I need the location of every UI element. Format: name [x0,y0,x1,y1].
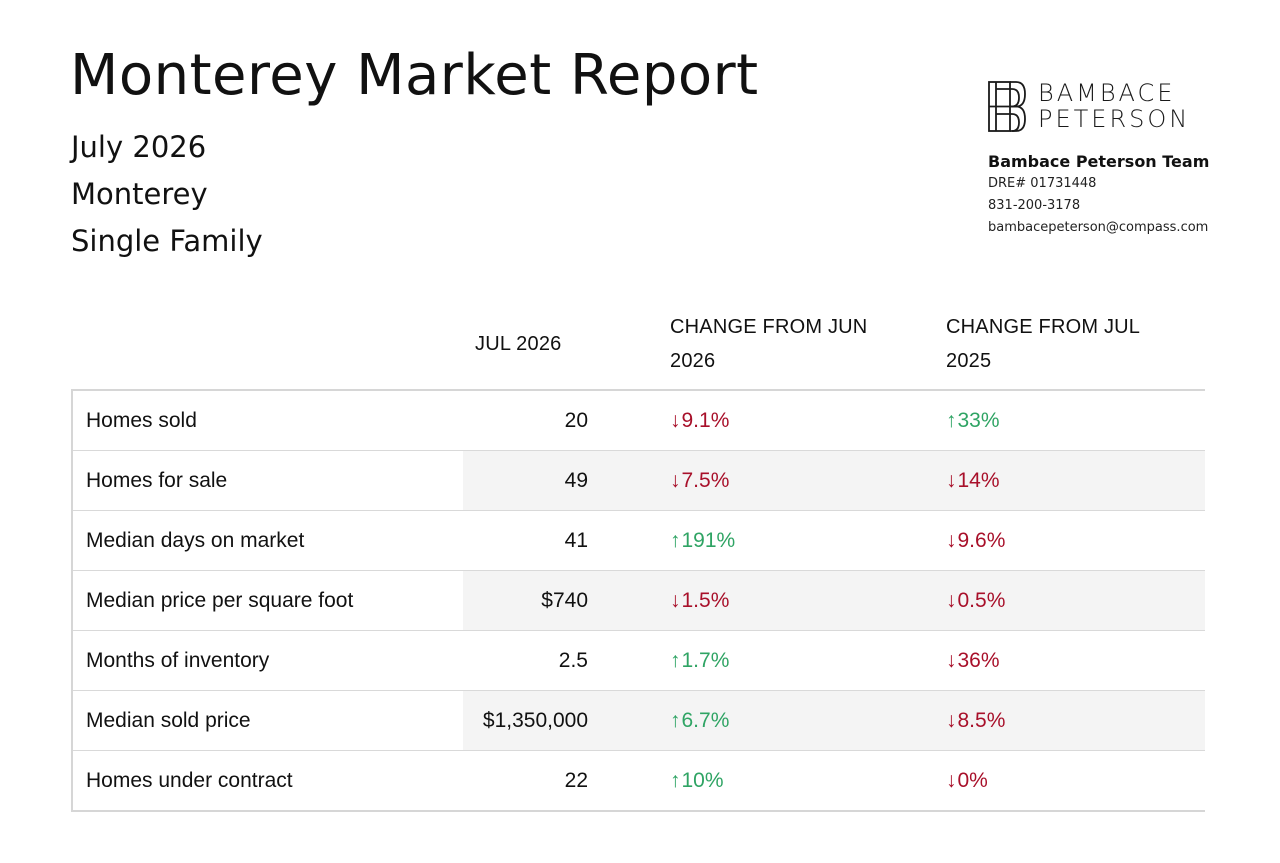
change-from-previous-year: ↓0% [946,751,988,810]
logo-wordmark-line2: PETERSON [1038,105,1191,133]
header-current-month: JUL 2026 [475,333,562,355]
table-row: Median sold price $1,350,000 ↑6.7% ↓8.5% [73,691,1205,751]
metric-value: 49 [564,469,588,492]
table-row: Homes sold 20 ↓9.1% ↑33% [73,391,1205,451]
metric-label: Homes under contract [86,769,293,792]
change-from-previous-month: ↑1.7% [670,631,729,690]
change-percent: 36% [957,649,1000,672]
arrow-down-icon: ↓ [946,649,957,672]
change-percent: 33% [957,409,1000,432]
logo-wordmark-line1: BAMBACE [1038,79,1176,107]
change-from-previous-year: ↓14% [946,451,1000,510]
arrow-down-icon: ↓ [946,709,957,732]
metric-value: $740 [541,589,588,612]
change-from-previous-year: ↓9.6% [946,511,1005,570]
report-month: July 2026 [71,130,207,164]
logo-mark-icon [988,80,1026,132]
change-percent: 7.5% [681,469,730,492]
metric-label: Homes for sale [86,469,228,492]
change-from-previous-month: ↓7.5% [670,451,729,510]
table-row: Homes under contract 22 ↑10% ↓0% [73,751,1205,810]
phone-number: 831-200-3178 [988,198,1081,213]
team-name: Bambace Peterson Team [988,152,1210,171]
dre-number: DRE# 01731448 [988,176,1097,191]
header-change-year: CHANGE FROM JUL 2025 [946,316,1140,372]
metric-label: Median days on market [86,529,305,552]
table-body: Homes sold 20 ↓9.1% ↑33% Homes for sale 49 ↓7.… [71,391,1205,812]
change-percent: 14% [957,469,1000,492]
metric-value: $1,350,000 [482,709,588,732]
table-row: Homes for sale 49 ↓7.5% ↓14% [73,451,1205,511]
change-percent: 0% [957,769,988,792]
change-from-previous-month: ↓9.1% [670,391,729,450]
table-row: Months of inventory 2.5 ↑1.7% ↓36% [73,631,1205,691]
metric-label: Median price per square foot [86,589,354,612]
brand-block: BAMBACE PETERSON Bambace Peterson Team D… [988,80,1268,239]
change-from-previous-year: ↓8.5% [946,691,1005,750]
change-percent: 10% [681,769,724,792]
arrow-down-icon: ↓ [946,529,957,552]
report-area: Monterey [71,177,208,211]
arrow-down-icon: ↓ [946,769,957,792]
change-percent: 9.6% [957,529,1006,552]
report-property-type: Single Family [71,224,263,258]
change-percent: 6.7% [681,709,730,732]
arrow-up-icon: ↑ [670,529,681,552]
arrow-up-icon: ↑ [670,649,681,672]
metric-label: Months of inventory [86,649,270,672]
arrow-up-icon: ↑ [946,409,957,432]
change-from-previous-month: ↑191% [670,511,735,570]
market-stats-table: JUL 2026 CHANGE FROM JUN 2026 CHANGE FRO… [71,300,1205,812]
change-percent: 1.5% [681,589,730,612]
arrow-down-icon: ↓ [946,469,957,492]
email-address: bambacepeterson@compass.com [988,220,1209,235]
table-row: Median price per square foot $740 ↓1.5% ↓0.… [73,571,1205,631]
change-from-previous-month: ↓1.5% [670,571,729,630]
report-title: Monterey Market Report [70,43,759,108]
metric-value: 22 [564,769,588,792]
metric-value: 41 [564,529,588,552]
arrow-up-icon: ↑ [670,709,681,732]
change-from-previous-year: ↓0.5% [946,571,1005,630]
change-from-previous-year: ↓36% [946,631,1000,690]
change-percent: 0.5% [957,589,1006,612]
arrow-down-icon: ↓ [670,469,681,492]
change-percent: 9.1% [681,409,730,432]
metric-value: 20 [564,409,588,432]
change-from-previous-month: ↑6.7% [670,691,729,750]
change-from-previous-year: ↑33% [946,391,1000,450]
header-change-month: CHANGE FROM JUN 2026 [670,316,868,372]
arrow-down-icon: ↓ [670,589,681,612]
metric-label: Median sold price [86,709,251,732]
change-percent: 191% [681,529,736,552]
change-percent: 1.7% [681,649,730,672]
arrow-down-icon: ↓ [946,589,957,612]
arrow-up-icon: ↑ [670,769,681,792]
table-row: Median days on market 41 ↑191% ↓9.6% [73,511,1205,571]
brand-logo: BAMBACE PETERSON [988,80,1268,132]
metric-value: 2.5 [558,649,588,672]
metric-label: Homes sold [86,409,197,432]
arrow-down-icon: ↓ [670,409,681,432]
change-from-previous-month: ↑10% [670,751,724,810]
change-percent: 8.5% [957,709,1006,732]
table-header-row: JUL 2026 CHANGE FROM JUN 2026 CHANGE FRO… [71,300,1205,391]
